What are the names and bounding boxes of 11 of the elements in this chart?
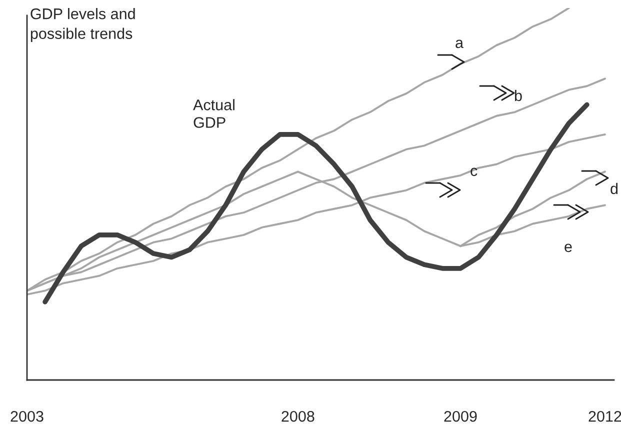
annotation: b bbox=[514, 90, 522, 102]
annotation: e bbox=[564, 244, 572, 252]
x-tick-label: 2009 bbox=[444, 410, 477, 422]
y-axis-title: GDP levels and possible trends bbox=[30, 8, 135, 42]
x-tick-label: 2012 bbox=[588, 410, 621, 422]
x-tick-label: 2003 bbox=[10, 410, 44, 422]
annotation: Actual GDP bbox=[193, 99, 234, 128]
annotation: d bbox=[610, 182, 618, 194]
annotation: a bbox=[456, 40, 464, 48]
x-tick-label: 2008 bbox=[282, 410, 314, 422]
annotation: c bbox=[470, 168, 478, 176]
